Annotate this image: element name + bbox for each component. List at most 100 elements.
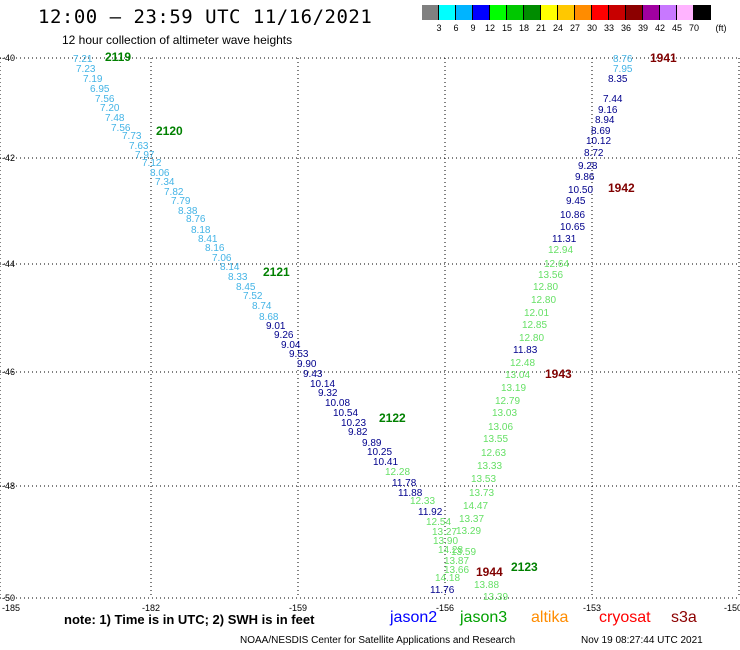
wave-height-label: 12.48 — [510, 358, 535, 369]
wave-height-label: 10.50 — [568, 185, 593, 196]
wave-height-label: 7.73 — [122, 131, 142, 142]
legend-swatch — [643, 5, 660, 20]
legend-label: 18 — [518, 23, 530, 33]
wave-height-label: 13.56 — [538, 270, 563, 281]
latitude-label: -42 — [2, 153, 15, 163]
wave-height-label: 12.80 — [533, 282, 558, 293]
wave-height-label: 8.74 — [252, 301, 272, 312]
satellite-name: cryosat — [599, 609, 651, 626]
wave-height-label: 7.12 — [142, 158, 162, 169]
wave-height-label: 10.14 — [310, 379, 335, 390]
wave-height-label: 9.89 — [362, 438, 382, 449]
wave-height-label: 7.20 — [100, 103, 120, 114]
hour-marker: 1943 — [545, 367, 572, 381]
wave-height-label: 9.32 — [318, 388, 338, 399]
latitude-label: -40 — [2, 53, 15, 63]
wave-height-label: 9.53 — [289, 349, 309, 360]
wave-height-label: 9.16 — [598, 105, 618, 116]
wave-height-label: 7.34 — [155, 177, 175, 188]
legend-swatch — [592, 5, 609, 20]
legend-label: 21 — [535, 23, 547, 33]
wave-height-label: 11.78 — [392, 478, 417, 489]
legend-swatch — [456, 5, 473, 20]
legend-swatch — [490, 5, 507, 20]
hour-marker: 2122 — [379, 411, 406, 425]
legend-swatch — [694, 5, 711, 20]
legend-label: 30 — [586, 23, 598, 33]
wave-height-label: 8.68 — [259, 312, 279, 323]
longitude-label: -185 — [2, 603, 20, 613]
wave-height-label: 10.08 — [325, 398, 350, 409]
wave-height-label: 14.28 — [438, 545, 463, 556]
timestamp-text: Nov 19 08:27:44 UTC 2021 — [581, 635, 703, 646]
wave-height-label: 8.14 — [220, 262, 240, 273]
legend-label: 42 — [654, 23, 666, 33]
wave-height-label: 8.33 — [228, 272, 248, 283]
page-subtitle: 12 hour collection of altimeter wave hei… — [62, 33, 293, 47]
wave-height-label: 9.04 — [281, 340, 301, 351]
latitude-label: -46 — [2, 367, 15, 377]
legend-label: 70 — [688, 23, 700, 33]
wave-height-label: 13.19 — [501, 383, 526, 394]
wave-height-label: 8.35 — [608, 74, 628, 85]
hour-marker: 2123 — [511, 560, 538, 574]
wave-height-label: 8.38 — [178, 206, 198, 217]
legend-swatch — [677, 5, 694, 20]
legend-label: 3 — [436, 23, 442, 33]
legend-swatch — [558, 5, 575, 20]
longitude-label: -153 — [583, 603, 601, 613]
wave-height-label: 8.76 — [186, 214, 206, 225]
longitude-label: -182 — [142, 603, 160, 613]
legend-label: 27 — [569, 23, 581, 33]
wave-height-label: 13.90 — [433, 536, 458, 547]
wave-height-label: 7.56 — [111, 123, 131, 134]
wave-height-label: 7.23 — [76, 64, 96, 75]
wave-height-label: 7.63 — [129, 141, 149, 152]
wave-height-label: 7.56 — [95, 94, 115, 105]
wave-height-label: 13.53 — [471, 474, 496, 485]
wave-height-label: 13.37 — [459, 514, 484, 525]
wave-height-label: 9.43 — [303, 369, 323, 380]
wave-height-label: 10.41 — [373, 457, 398, 468]
legend-label: 45 — [671, 23, 683, 33]
wave-height-label: 10.25 — [367, 447, 392, 458]
wave-height-label: 12.64 — [544, 259, 569, 270]
legend-swatch — [609, 5, 626, 20]
wave-height-label: 8.16 — [205, 243, 225, 254]
legend-swatch — [422, 5, 439, 20]
wave-height-label: 7.21 — [73, 54, 93, 65]
longitude-label: -156 — [436, 603, 454, 613]
wave-height-label: 13.66 — [444, 565, 469, 576]
legend-swatch — [524, 5, 541, 20]
wave-height-label: 13.33 — [477, 461, 502, 472]
wave-height-label: 8.06 — [150, 168, 170, 179]
legend-label: 36 — [620, 23, 632, 33]
latitude-label: -50 — [2, 593, 15, 603]
wave-height-label: 13.55 — [483, 434, 508, 445]
wave-height-label: 10.54 — [333, 408, 358, 419]
wave-height-label: 9.26 — [274, 330, 294, 341]
wave-height-label: 8.41 — [198, 234, 218, 245]
latitude-label: -44 — [2, 259, 15, 269]
wave-height-label: 10.23 — [341, 418, 366, 429]
wave-height-label: 8.45 — [236, 282, 256, 293]
legend-label: 9 — [470, 23, 476, 33]
wave-height-label: 13.87 — [444, 556, 469, 567]
wave-height-label: 13.03 — [492, 408, 517, 419]
wave-height-label: 10.86 — [560, 210, 585, 221]
wave-height-label: 7.52 — [243, 291, 263, 302]
legend-swatch — [439, 5, 456, 20]
longitude-label: -159 — [289, 603, 307, 613]
wave-height-label: 9.01 — [266, 321, 286, 332]
legend-label: 6 — [453, 23, 459, 33]
wave-height-label: 12.63 — [481, 448, 506, 459]
wave-height-label: 11.76 — [430, 585, 455, 596]
wave-height-label: 7.48 — [105, 113, 125, 124]
satellite-name: altika — [531, 609, 569, 626]
wave-height-label: 8.18 — [191, 225, 211, 236]
wave-height-label: 10.12 — [586, 136, 611, 147]
wave-height-label: 8.69 — [591, 126, 611, 137]
wave-height-label: 12.85 — [522, 320, 547, 331]
wave-height-label: 13.04 — [505, 370, 530, 381]
